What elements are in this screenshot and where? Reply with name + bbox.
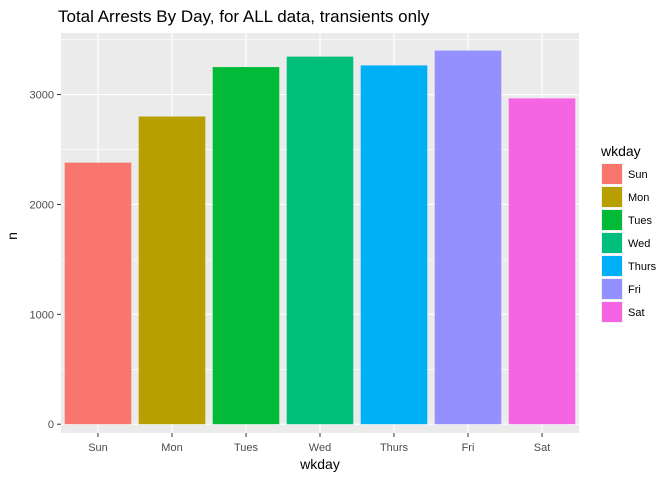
legend-label: Sun	[628, 169, 648, 181]
legend-title: wkday	[600, 143, 641, 159]
y-tick-label: 3000	[30, 90, 54, 102]
y-tick-label: 1000	[30, 309, 54, 321]
legend-key-mon	[602, 187, 622, 207]
bar-wed	[286, 56, 354, 425]
bar-thurs	[360, 65, 428, 425]
y-tick-label: 2000	[30, 199, 54, 211]
x-tick-label: Wed	[309, 442, 331, 454]
bar-mon	[138, 116, 206, 425]
legend-key-wed	[602, 233, 622, 253]
x-tick-label: Fri	[462, 442, 475, 454]
y-axis-title: n	[4, 232, 20, 240]
legend-key-tues	[602, 210, 622, 230]
y-axis: 0 1000 2000 3000	[30, 90, 61, 431]
plot-panel	[61, 33, 579, 433]
legend-label: Sat	[628, 307, 645, 319]
legend-label: Fri	[628, 284, 641, 296]
x-tick-label: Sat	[534, 442, 551, 454]
legend: wkday Sun Mon Tues Wed Thurs Fri Sat	[600, 143, 657, 323]
bar-tues	[212, 67, 280, 425]
bar-sun	[64, 162, 132, 425]
legend-key-fri	[602, 279, 622, 299]
bar-sat	[508, 98, 576, 425]
legend-key-sat	[602, 302, 622, 322]
x-axis-title: wkday	[299, 456, 340, 472]
x-tick-label: Mon	[161, 442, 182, 454]
legend-label: Mon	[628, 192, 649, 204]
legend-label: Wed	[628, 238, 650, 250]
chart-title: Total Arrests By Day, for ALL data, tran…	[58, 7, 430, 26]
x-axis: Sun Mon Tues Wed Thurs Fri Sat	[88, 433, 550, 454]
bar-fri	[434, 50, 502, 425]
x-tick-label: Sun	[88, 442, 108, 454]
legend-key-thurs	[602, 256, 622, 276]
legend-label: Tues	[628, 215, 653, 227]
x-tick-label: Tues	[234, 442, 259, 454]
legend-label: Thurs	[628, 261, 657, 273]
x-tick-label: Thurs	[380, 442, 409, 454]
y-tick-label: 0	[48, 419, 54, 431]
legend-key-sun	[602, 164, 622, 184]
